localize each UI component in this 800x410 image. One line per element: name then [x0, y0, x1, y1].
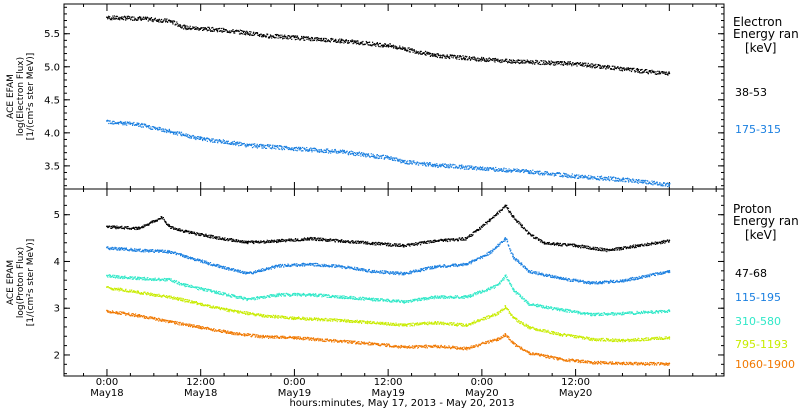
y-tick-label: 2 [54, 350, 60, 361]
legend-item: 115-195 [735, 291, 781, 304]
x-tick-label: 12:00 [186, 377, 215, 388]
x-axis-title: hours:minutes, May 17, 2013 - May 20, 20… [289, 398, 514, 409]
plot-frame [63, 3, 725, 190]
legend-title-line: Energy ran [733, 27, 799, 41]
plot-frame [63, 188, 725, 377]
legend-item: 38-53 [735, 86, 767, 99]
x-date-label: May20 [465, 388, 498, 399]
x-date-label: May18 [90, 388, 123, 399]
series-795-1193 [106, 286, 671, 343]
legend-unit: [keV] [745, 41, 776, 55]
x-tick-label: 0:00 [471, 377, 493, 388]
series-310-580 [106, 274, 671, 317]
y-tick-label: 4 [54, 257, 60, 268]
series-47-68 [106, 204, 671, 253]
y-tick-label: 3 [54, 304, 60, 315]
x-date-label: May19 [371, 388, 404, 399]
series-38-53 [106, 15, 671, 76]
x-tick-label: 0:00 [283, 377, 305, 388]
y-axis-label-line: [1/(cm²s ster MeV)] [26, 239, 36, 326]
y-tick-label: 5 [54, 210, 60, 221]
y-axis-label-line: log(Electron Flux) [16, 57, 26, 136]
legend-item: 47-68 [735, 267, 767, 280]
x-date-label: May19 [278, 388, 311, 399]
series-175-315 [106, 119, 671, 188]
x-date-label: May18 [184, 388, 217, 399]
y-axis-label-line: log(Proton Flux) [16, 247, 26, 318]
y-axis-label-line: ACE EPAM [6, 260, 16, 305]
legend-unit: [keV] [745, 228, 776, 242]
x-tick-label: 12:00 [374, 377, 403, 388]
series-1060-1900 [106, 309, 671, 366]
legend-item: 795-1193 [735, 338, 788, 351]
legend-title-line: Energy ran [733, 214, 799, 228]
x-tick-label: 0:00 [96, 377, 118, 388]
y-axis-label-line: ACE EFAM [6, 74, 16, 119]
legend-item: 175-315 [735, 123, 781, 136]
legend-item: 1060-1900 [735, 358, 795, 371]
legend-title-line: Electron [733, 15, 782, 29]
data-point [504, 304, 507, 307]
y-tick-label: 5.0 [44, 62, 60, 73]
y-tick-label: 4.0 [44, 128, 60, 139]
y-axis-label-line: [1/(cm²s ster MeV)] [26, 53, 36, 140]
y-tick-label: 4.5 [44, 95, 60, 106]
x-date-label: May20 [559, 388, 592, 399]
y-tick-label: 5.5 [44, 29, 60, 40]
y-tick-label: 3.5 [44, 161, 60, 172]
legend-title-line: Proton [733, 202, 772, 216]
x-tick-label: 12:00 [561, 377, 590, 388]
legend-item: 310-580 [735, 315, 781, 328]
series-115-195 [106, 237, 671, 285]
